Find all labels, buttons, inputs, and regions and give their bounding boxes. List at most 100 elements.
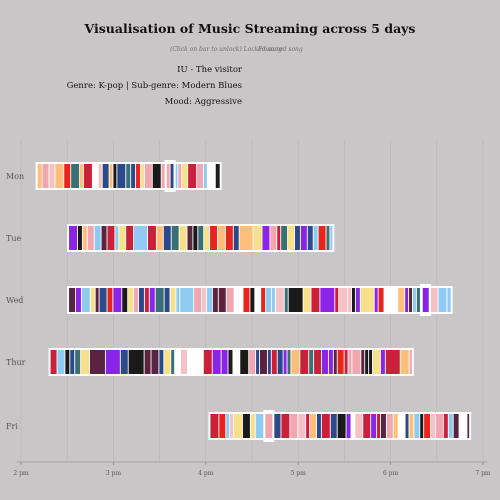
song-segment[interactable] bbox=[87, 226, 94, 250]
song-segment[interactable] bbox=[233, 350, 240, 374]
song-segment[interactable] bbox=[225, 226, 233, 250]
song-segment[interactable] bbox=[210, 226, 218, 250]
song-segment[interactable] bbox=[443, 414, 448, 438]
song-segment[interactable] bbox=[262, 226, 270, 250]
song-segment[interactable] bbox=[119, 226, 126, 250]
song-segment[interactable] bbox=[75, 350, 81, 374]
song-segment[interactable] bbox=[264, 414, 273, 438]
song-segment[interactable] bbox=[420, 414, 424, 438]
song-segment[interactable] bbox=[243, 288, 250, 312]
song-segment[interactable] bbox=[253, 226, 262, 250]
song-segment[interactable] bbox=[344, 350, 348, 374]
song-segment[interactable] bbox=[138, 288, 144, 312]
song-segment[interactable] bbox=[261, 288, 266, 312]
song-segment[interactable] bbox=[255, 414, 264, 438]
song-segment[interactable] bbox=[109, 164, 113, 188]
song-segment[interactable] bbox=[188, 164, 197, 188]
song-segment[interactable] bbox=[273, 414, 281, 438]
song-segment[interactable] bbox=[221, 350, 228, 374]
song-segment[interactable] bbox=[459, 414, 467, 438]
song-segment[interactable] bbox=[101, 226, 107, 250]
song-segment[interactable] bbox=[122, 288, 128, 312]
song-segment[interactable] bbox=[337, 414, 346, 438]
song-segment[interactable] bbox=[416, 288, 422, 312]
song-segment[interactable] bbox=[351, 288, 355, 312]
song-segment[interactable] bbox=[352, 350, 361, 374]
song-segment[interactable] bbox=[126, 226, 134, 250]
song-segment[interactable] bbox=[320, 288, 335, 312]
song-segment[interactable] bbox=[89, 350, 105, 374]
song-segment[interactable] bbox=[134, 226, 148, 250]
song-segment[interactable] bbox=[321, 350, 328, 374]
song-segment[interactable] bbox=[77, 226, 82, 250]
song-segment[interactable] bbox=[346, 414, 351, 438]
song-segment[interactable] bbox=[171, 350, 175, 374]
song-segment[interactable] bbox=[250, 288, 255, 312]
song-segment[interactable] bbox=[115, 226, 119, 250]
song-segment[interactable] bbox=[281, 226, 288, 250]
song-segment[interactable] bbox=[144, 164, 152, 188]
song-segment[interactable] bbox=[49, 164, 55, 188]
song-segment[interactable] bbox=[83, 164, 92, 188]
song-segment[interactable] bbox=[348, 288, 352, 312]
song-segment[interactable] bbox=[380, 350, 385, 374]
song-segment[interactable] bbox=[230, 414, 234, 438]
favoured-song-marker[interactable] bbox=[419, 284, 431, 316]
song-segment[interactable] bbox=[159, 350, 164, 374]
song-segment[interactable] bbox=[69, 288, 76, 312]
song-segment[interactable] bbox=[447, 288, 451, 312]
song-segment[interactable] bbox=[98, 164, 102, 188]
song-segment[interactable] bbox=[326, 226, 330, 250]
song-segment[interactable] bbox=[405, 414, 409, 438]
song-segment[interactable] bbox=[156, 226, 163, 250]
song-segment[interactable] bbox=[90, 288, 95, 312]
song-segment[interactable] bbox=[291, 350, 300, 374]
song-segment[interactable] bbox=[233, 226, 239, 250]
song-segment[interactable] bbox=[226, 288, 234, 312]
song-segment[interactable] bbox=[234, 288, 243, 312]
song-segment[interactable] bbox=[170, 164, 174, 188]
song-segment[interactable] bbox=[203, 164, 207, 188]
song-segment[interactable] bbox=[207, 164, 215, 188]
song-segment[interactable] bbox=[136, 164, 141, 188]
song-segment[interactable] bbox=[422, 288, 429, 312]
song-segment[interactable] bbox=[412, 288, 416, 312]
song-segment[interactable] bbox=[197, 164, 204, 188]
song-segment[interactable] bbox=[71, 164, 80, 188]
favoured-song-marker[interactable] bbox=[263, 410, 275, 442]
song-segment[interactable] bbox=[57, 350, 65, 374]
song-segment[interactable] bbox=[193, 226, 198, 250]
song-segment[interactable] bbox=[369, 350, 373, 374]
song-segment[interactable] bbox=[365, 350, 369, 374]
song-segment[interactable] bbox=[287, 350, 291, 374]
song-segment[interactable] bbox=[438, 288, 447, 312]
song-segment[interactable] bbox=[318, 226, 326, 250]
song-segment[interactable] bbox=[377, 414, 381, 438]
song-segment[interactable] bbox=[69, 226, 78, 250]
song-segment[interactable] bbox=[409, 350, 412, 374]
song-segment[interactable] bbox=[271, 288, 275, 312]
song-segment[interactable] bbox=[204, 226, 210, 250]
song-segment[interactable] bbox=[275, 288, 284, 312]
song-segment[interactable] bbox=[179, 226, 187, 250]
song-segment[interactable] bbox=[398, 288, 405, 312]
song-segment[interactable] bbox=[453, 414, 459, 438]
song-segment[interactable] bbox=[386, 414, 393, 438]
song-segment[interactable] bbox=[335, 288, 339, 312]
song-segment[interactable] bbox=[128, 288, 134, 312]
song-segment[interactable] bbox=[355, 288, 360, 312]
song-segment[interactable] bbox=[448, 414, 453, 438]
song-segment[interactable] bbox=[82, 226, 87, 250]
song-segment[interactable] bbox=[75, 288, 81, 312]
song-segment[interactable] bbox=[155, 288, 164, 312]
song-segment[interactable] bbox=[288, 288, 303, 312]
song-segment[interactable] bbox=[330, 414, 337, 438]
song-segment[interactable] bbox=[81, 350, 90, 374]
song-segment[interactable] bbox=[234, 414, 243, 438]
song-segment[interactable] bbox=[65, 350, 70, 374]
song-segment[interactable] bbox=[180, 350, 187, 374]
song-segment[interactable] bbox=[180, 288, 194, 312]
song-segment[interactable] bbox=[182, 164, 188, 188]
song-segment[interactable] bbox=[70, 350, 75, 374]
song-segment[interactable] bbox=[144, 350, 151, 374]
